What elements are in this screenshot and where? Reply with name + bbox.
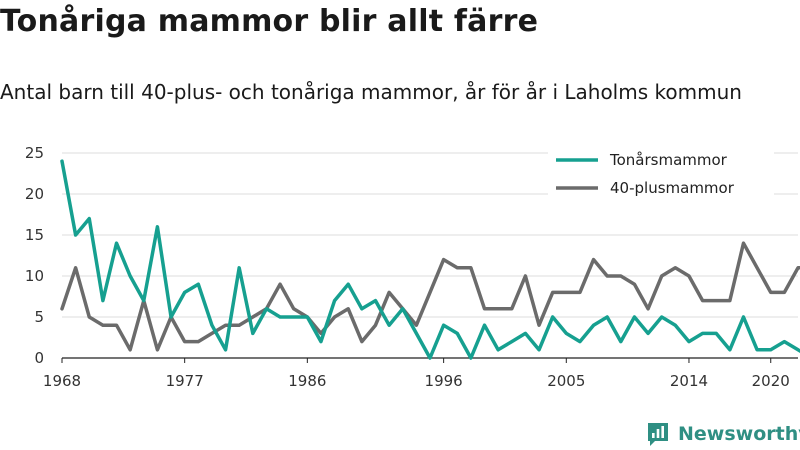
legend-label: 40-plusmammor (610, 179, 735, 197)
brand-name: Newsworthy (678, 423, 800, 445)
x-tick-label: 2020 (752, 372, 790, 390)
x-tick-label: 1968 (43, 372, 81, 390)
series-line-40-plusmammor (60, 241, 800, 352)
x-tick-label: 1986 (288, 372, 326, 390)
legend-box (548, 144, 774, 210)
legend: Tonårsmammor 40-plusmammor (548, 144, 774, 210)
y-tick-label: 25 (25, 144, 44, 162)
x-tick-label: 2014 (670, 372, 708, 390)
y-tick-label: 10 (25, 267, 44, 285)
y-tick-label: 5 (34, 308, 44, 326)
chart-title: Tonåriga mammor blir allt färre (0, 4, 539, 39)
x-tick-label: 1996 (425, 372, 463, 390)
newsworthy-logo-icon (648, 423, 668, 446)
brand-logo: Newsworthy (646, 421, 800, 447)
series-line-tonarsmammor (60, 159, 800, 360)
y-tick-label: 0 (34, 349, 44, 367)
y-tick-label: 15 (25, 226, 44, 244)
x-tick-label: 1977 (166, 372, 204, 390)
series-lines (60, 159, 800, 360)
y-tick-label: 20 (25, 185, 44, 203)
y-axis: 0 5 10 15 20 25 (25, 144, 44, 367)
chart-subtitle: Antal barn till 40-plus- och tonåriga ma… (0, 80, 742, 104)
legend-label: Tonårsmammor (609, 151, 728, 169)
x-tick-label: 2005 (547, 372, 585, 390)
x-axis: 1968 1977 1986 1996 2005 2014 2020 (43, 358, 790, 390)
